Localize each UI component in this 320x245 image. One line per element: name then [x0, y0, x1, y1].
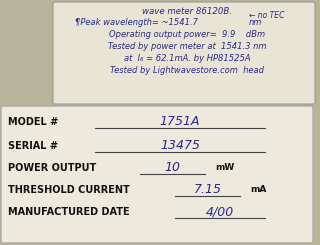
Text: 4/00: 4/00 [206, 205, 234, 218]
Text: at  I₆ = 62.1mA. by HP81525A: at I₆ = 62.1mA. by HP81525A [124, 54, 250, 63]
Text: Operating output power=  9.9    dBm: Operating output power= 9.9 dBm [109, 30, 265, 39]
Text: mW: mW [215, 163, 234, 172]
Text: wave meter 86120B.: wave meter 86120B. [142, 7, 232, 16]
Text: Tested by Lightwavestore.com  head: Tested by Lightwavestore.com head [110, 66, 264, 75]
FancyBboxPatch shape [1, 106, 313, 243]
Text: POWER OUTPUT: POWER OUTPUT [8, 163, 96, 173]
Text: Tested by power meter at  1541.3 nm: Tested by power meter at 1541.3 nm [108, 42, 266, 51]
Text: ¶Peak wavelength= ~1541.7: ¶Peak wavelength= ~1541.7 [75, 18, 198, 27]
Text: MANUFACTURED DATE: MANUFACTURED DATE [8, 207, 130, 217]
Text: 13475: 13475 [160, 139, 200, 152]
Text: mA: mA [250, 185, 266, 194]
Text: nm: nm [249, 18, 262, 27]
Text: MODEL #: MODEL # [8, 117, 58, 127]
Text: ← no TEC: ← no TEC [249, 11, 284, 20]
Text: 10: 10 [164, 161, 180, 174]
Text: 7.15: 7.15 [194, 183, 221, 196]
FancyBboxPatch shape [53, 2, 315, 104]
Text: THRESHOLD CURRENT: THRESHOLD CURRENT [8, 185, 130, 195]
Text: SERIAL #: SERIAL # [8, 141, 58, 151]
Text: 1751A: 1751A [160, 115, 200, 128]
